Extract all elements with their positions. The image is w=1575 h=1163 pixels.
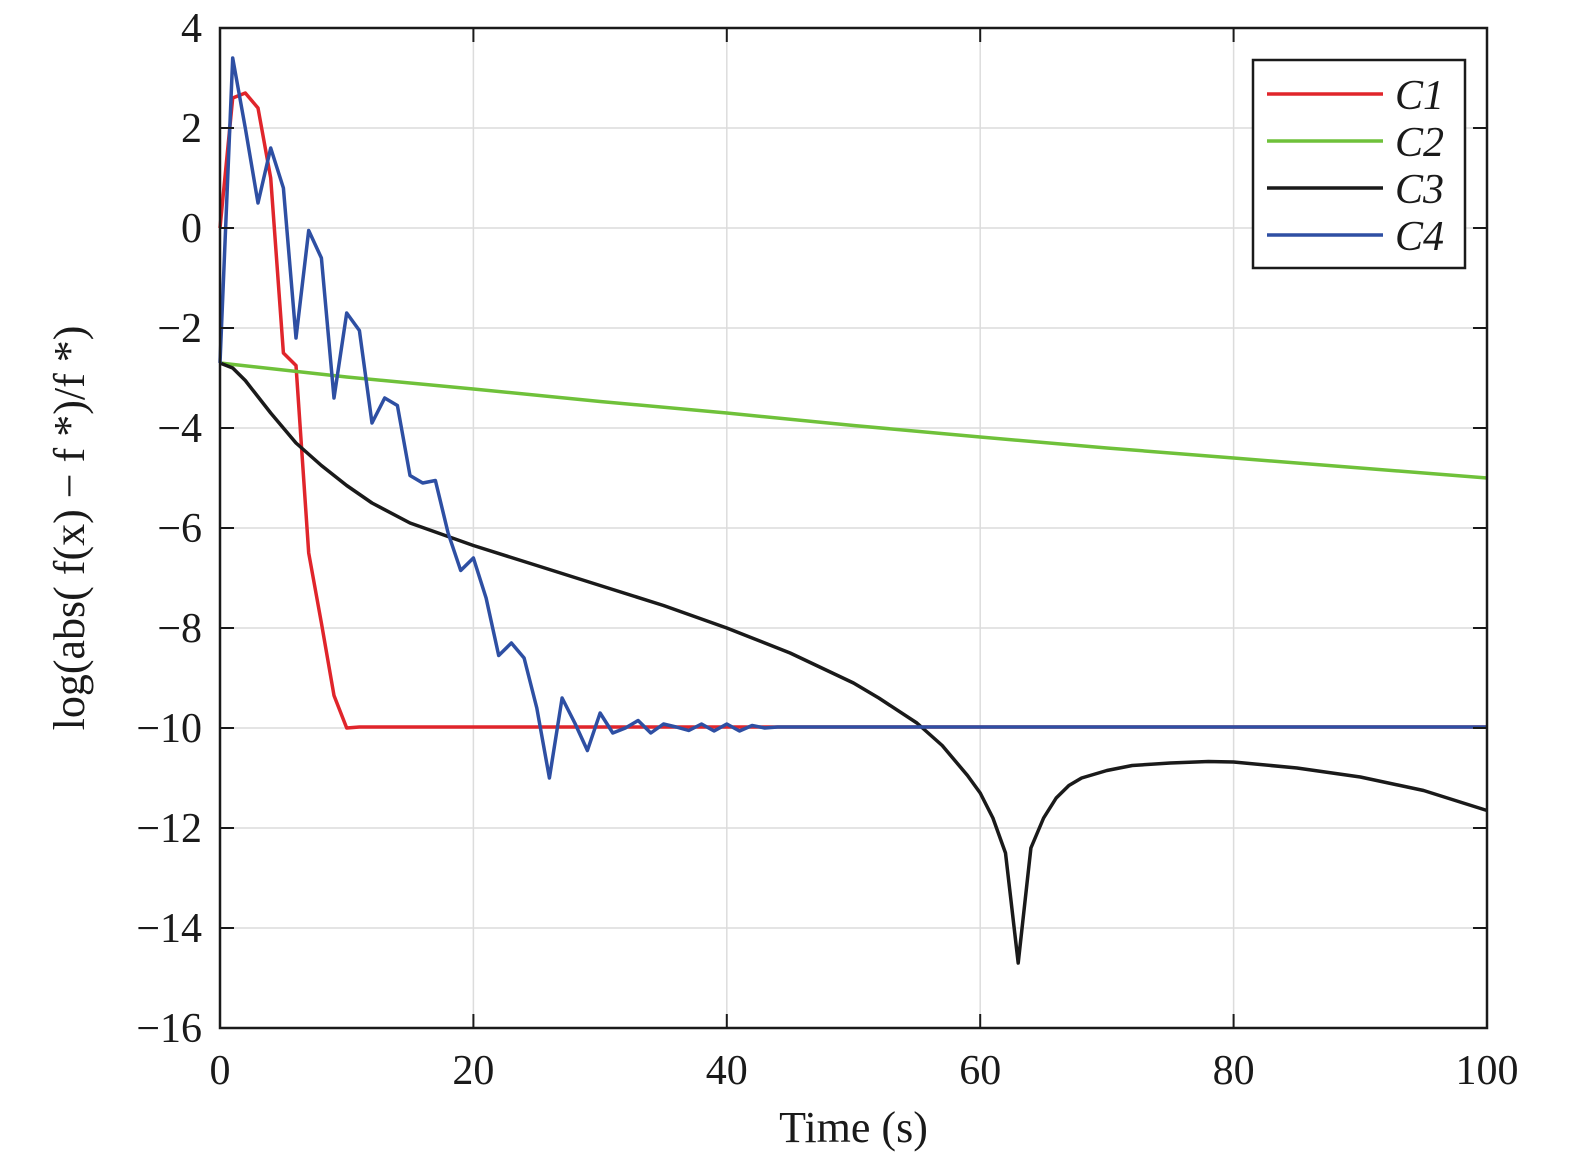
y-tick-label: −6 <box>157 506 202 552</box>
legend-label-c3: C3 <box>1395 167 1444 213</box>
y-tick-label: −14 <box>136 906 202 952</box>
x-tick-label: 20 <box>452 1048 494 1094</box>
legend-label-c2: C2 <box>1395 120 1444 166</box>
y-tick-label: −8 <box>157 606 202 652</box>
x-tick-label: 0 <box>210 1048 231 1094</box>
series-line-c3 <box>219 361 1488 965</box>
y-axis-label: log(abs( f(x) − f *)/f *) <box>45 326 94 731</box>
y-tick-label: −16 <box>136 1006 202 1052</box>
y-tick-label: 4 <box>181 6 202 52</box>
y-tick-label: 0 <box>181 206 202 252</box>
y-tick-label: −10 <box>136 706 202 752</box>
x-tick-label: 40 <box>706 1048 748 1094</box>
axis-ticks <box>219 27 1488 1029</box>
y-tick-label: −4 <box>157 406 202 452</box>
x-tick-labels: 0 20 40 60 80 100 <box>210 1048 1519 1094</box>
legend-label-c1: C1 <box>1395 73 1444 119</box>
legend-label-c4: C4 <box>1395 214 1444 260</box>
series-line-c4 <box>218 56 1487 780</box>
x-tick-label: 80 <box>1213 1048 1255 1094</box>
x-tick-label: 60 <box>959 1048 1001 1094</box>
series-line-c2 <box>219 361 1488 480</box>
x-tick-label: 100 <box>1456 1048 1519 1094</box>
y-tick-label: 2 <box>181 106 202 152</box>
y-tick-label: −12 <box>136 806 202 852</box>
y-tick-labels: 4 2 0 −2 −4 −6 −8 −10 −12 −14 −16 <box>136 6 202 1052</box>
x-axis-label: Time (s) <box>779 1103 928 1152</box>
y-tick-label: −2 <box>157 306 202 352</box>
series-lines <box>218 56 1488 965</box>
